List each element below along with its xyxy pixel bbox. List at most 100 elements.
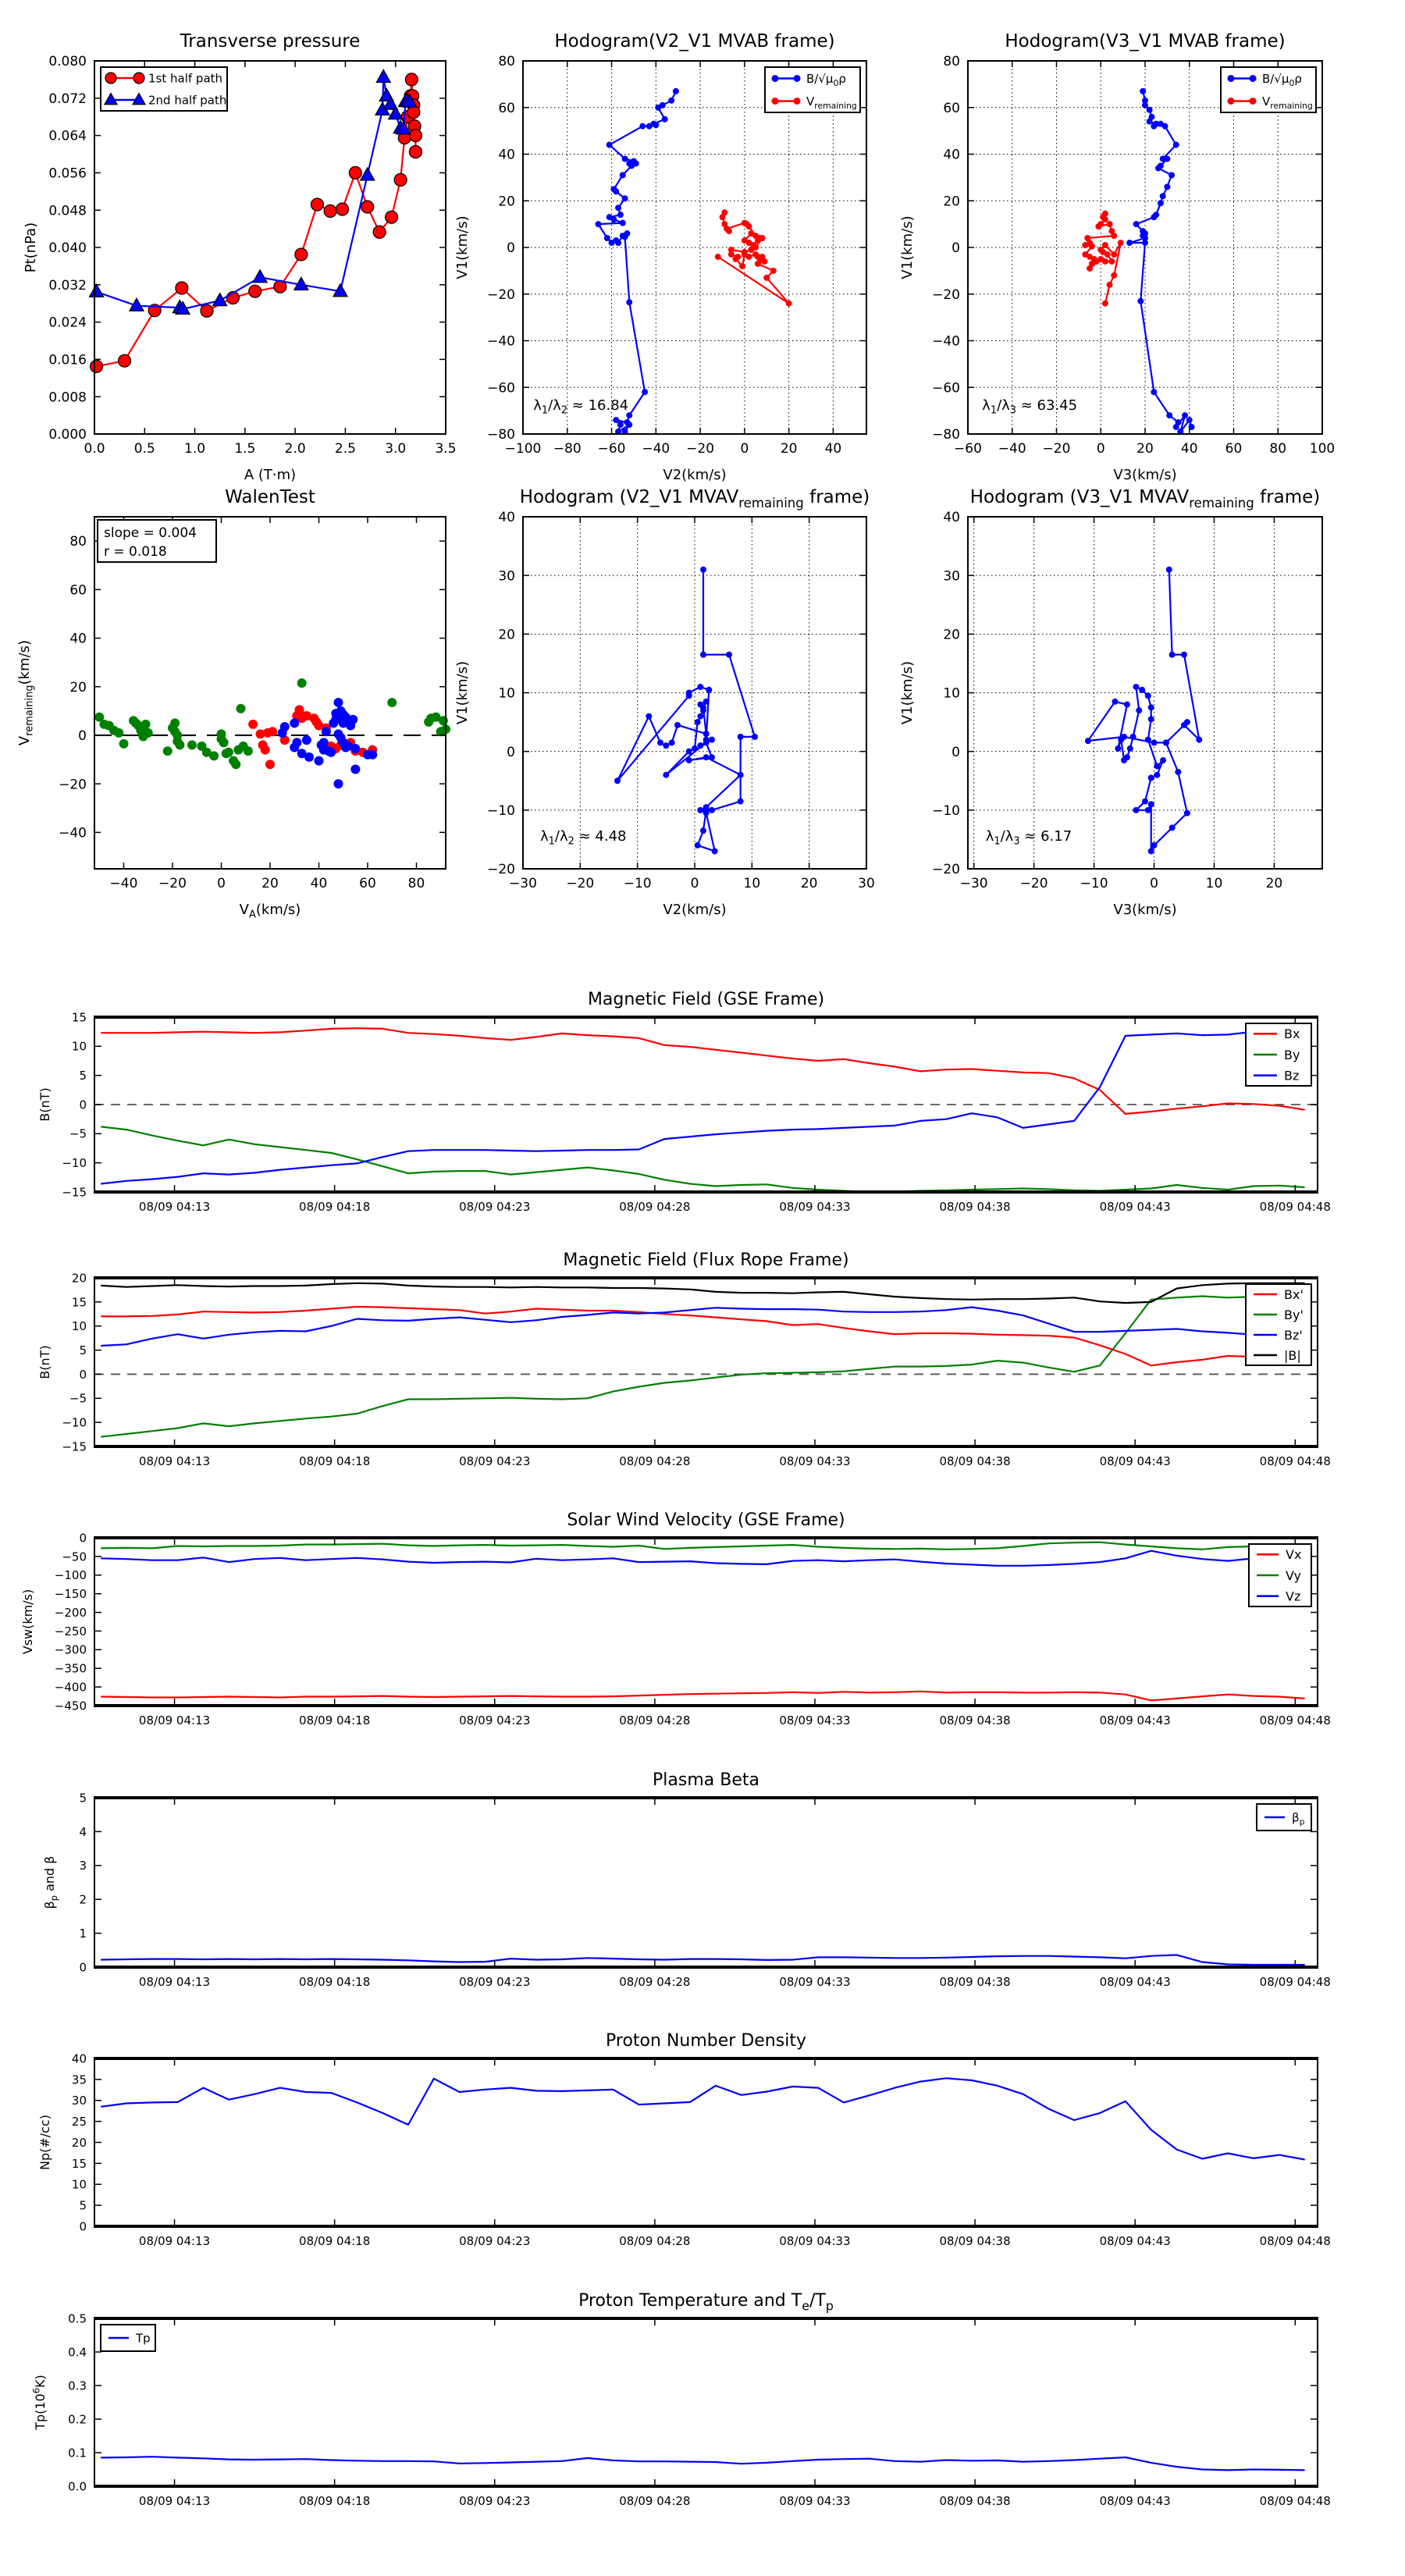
svg-text:40: 40 [72, 2051, 87, 2065]
svg-text:0: 0 [1150, 876, 1158, 891]
svg-text:0.032: 0.032 [48, 278, 87, 294]
svg-text:−350: −350 [55, 1662, 87, 1676]
svg-text:r = 0.018: r = 0.018 [104, 544, 167, 560]
b_gse-svg: 08/09 04:13 08/09 04:18 08/09 04:23 08/09 0… [37, 990, 1331, 1214]
svg-text:0: 0 [1097, 441, 1105, 457]
svg-text:0.3: 0.3 [68, 2379, 87, 2393]
svg-text:08/09 04:33: 08/09 04:33 [779, 1454, 850, 1468]
svg-text:−80: −80 [487, 427, 515, 443]
svg-text:10: 10 [943, 686, 960, 702]
svg-text:08/09 04:38: 08/09 04:38 [939, 1454, 1010, 1468]
svg-text:08/09 04:43: 08/09 04:43 [1100, 1975, 1171, 1989]
svg-text:Vz: Vz [1286, 1589, 1300, 1603]
svg-text:20: 20 [801, 876, 818, 891]
svg-text:60: 60 [359, 876, 376, 891]
svg-text:40: 40 [825, 441, 842, 457]
svg-text:B(nT): B(nT) [37, 1345, 52, 1379]
svg-text:5: 5 [79, 2199, 87, 2213]
svg-text:0.5: 0.5 [134, 441, 155, 457]
svg-text:08/09 04:23: 08/09 04:23 [459, 1200, 530, 1214]
svg-text:−20: −20 [932, 862, 960, 877]
svg-text:−20: −20 [1020, 876, 1048, 891]
svg-text:08/09 04:43: 08/09 04:43 [1100, 1713, 1171, 1727]
svg-text:Tp(106K): Tp(106K) [31, 2375, 48, 2431]
svg-text:Magnetic Field (Flux Rope Fram: Magnetic Field (Flux Rope Frame) [563, 1251, 848, 1270]
chart-transverse-pressure: 0.0 0.5 1.0 1.5 2.0 2.5 3.0 3.5 0.000 0.008 0.016 0… [1, 18, 528, 490]
svg-text:40: 40 [498, 148, 515, 163]
svg-text:80: 80 [69, 534, 87, 550]
svg-text:1.0: 1.0 [184, 441, 205, 457]
svg-text:0: 0 [79, 2219, 87, 2233]
svg-text:−250: −250 [55, 1624, 87, 1638]
svg-text:−40: −40 [932, 334, 960, 350]
svg-text:−10: −10 [1080, 876, 1108, 891]
svg-text:Hodogram (V3_V1 MVAVremaining: Hodogram (V3_V1 MVAVremaining frame) [970, 487, 1321, 511]
svg-text:slope = 0.004: slope = 0.004 [104, 525, 197, 541]
svg-text:V3(km/s): V3(km/s) [1113, 902, 1176, 918]
svg-text:0: 0 [507, 745, 515, 760]
svg-text:V1(km/s): V1(km/s) [899, 215, 916, 279]
svg-text:10: 10 [744, 876, 761, 891]
svg-text:40: 40 [943, 510, 960, 525]
svg-text:08/09 04:28: 08/09 04:28 [619, 1975, 690, 1989]
svg-text:08/09 04:33: 08/09 04:33 [779, 1975, 850, 1989]
svg-text:−300: −300 [55, 1643, 87, 1657]
svg-text:−60: −60 [487, 380, 515, 396]
svg-text:08/09 04:28: 08/09 04:28 [619, 1713, 690, 1727]
svg-text:40: 40 [943, 148, 960, 163]
svg-text:08/09 04:48: 08/09 04:48 [1260, 1713, 1331, 1727]
svg-text:0.1: 0.1 [68, 2446, 87, 2460]
svg-text:Hodogram(V3_V1 MVAB frame): Hodogram(V3_V1 MVAB frame) [1005, 31, 1285, 52]
svg-text:08/09 04:33: 08/09 04:33 [779, 2494, 850, 2508]
svg-text:−150: −150 [55, 1587, 87, 1601]
svg-text:2: 2 [79, 1893, 87, 1907]
svg-text:0.016: 0.016 [48, 353, 87, 368]
svg-text:−20: −20 [158, 876, 187, 891]
svg-text:0: 0 [951, 745, 960, 760]
svg-text:20: 20 [498, 627, 515, 642]
svg-text:0: 0 [78, 728, 87, 744]
svg-text:Vy: Vy [1286, 1568, 1301, 1583]
svg-text:Bx': Bx' [1284, 1287, 1304, 1302]
svg-text:−15: −15 [62, 1185, 87, 1199]
chart-magnetic-field-flux-rope: 08/09 04:13 08/09 04:18 08/09 04:23 08/09 0… [1, 1235, 1400, 1503]
svg-text:0: 0 [951, 240, 960, 256]
svg-text:0.056: 0.056 [48, 166, 87, 182]
svg-text:0: 0 [217, 876, 226, 891]
svg-text:08/09 04:23: 08/09 04:23 [459, 1713, 530, 1727]
svg-text:Vremaining: Vremaining [806, 94, 857, 111]
svg-text:V3(km/s): V3(km/s) [1113, 467, 1176, 483]
svg-text:08/09 04:38: 08/09 04:38 [939, 1200, 1010, 1214]
svg-text:08/09 04:28: 08/09 04:28 [619, 2494, 690, 2508]
svg-text:−10: −10 [62, 1156, 87, 1170]
chart-plasma-beta: 08/09 04:13 08/09 04:18 08/09 04:23 08/09 0… [1, 1755, 1400, 2023]
svg-text:08/09 04:18: 08/09 04:18 [299, 1713, 370, 1727]
svg-text:0.0: 0.0 [84, 441, 105, 457]
svg-text:Vremaining(km/s): Vremaining(km/s) [16, 640, 36, 745]
svg-text:By: By [1284, 1048, 1300, 1062]
svg-text:0: 0 [79, 1531, 87, 1545]
svg-text:20: 20 [1136, 441, 1154, 457]
svg-text:08/09 04:43: 08/09 04:43 [1100, 2234, 1171, 2248]
svg-text:−60: −60 [598, 441, 626, 457]
svg-text:1: 1 [79, 1927, 87, 1941]
svg-text:08/09 04:13: 08/09 04:13 [139, 1975, 210, 1989]
svg-text:−100: −100 [505, 441, 542, 457]
svg-text:B/√μ0ρ: B/√μ0ρ [1262, 72, 1302, 88]
svg-text:08/09 04:38: 08/09 04:38 [939, 1713, 1010, 1727]
svg-text:Pt(nPa): Pt(nPa) [23, 222, 39, 272]
svg-text:08/09 04:23: 08/09 04:23 [459, 1975, 530, 1989]
svg-text:08/09 04:48: 08/09 04:48 [1260, 2494, 1331, 2508]
svg-text:B/√μ0ρ: B/√μ0ρ [806, 72, 846, 88]
svg-text:−400: −400 [55, 1681, 87, 1695]
svg-text:−200: −200 [55, 1606, 87, 1620]
svg-text:2.0: 2.0 [285, 441, 306, 457]
svg-text:08/09 04:13: 08/09 04:13 [139, 1200, 210, 1214]
chart-proton-temperature: 08/09 04:13 08/09 04:18 08/09 04:23 08/09 0… [1, 2275, 1400, 2542]
svg-text:Bz: Bz [1284, 1068, 1299, 1083]
vsw-svg: 08/09 04:13 08/09 04:18 08/09 04:23 08/09 0… [20, 1510, 1331, 1727]
svg-text:60: 60 [943, 101, 960, 116]
svg-text:08/09 04:18: 08/09 04:18 [299, 1975, 370, 1989]
svg-text:08/09 04:13: 08/09 04:13 [139, 2234, 210, 2248]
